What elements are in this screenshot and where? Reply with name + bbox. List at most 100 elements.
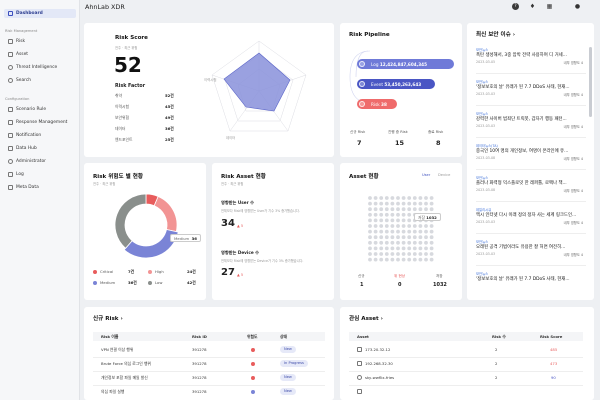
key-asset-card: 관심 Asset › Asset Risk 수 Risk Score 173.2… (340, 307, 594, 400)
asset-dot (373, 207, 378, 212)
asset-dot (429, 235, 434, 240)
news-scrollbar[interactable] (589, 47, 592, 117)
asset-dot (424, 196, 428, 200)
help-icon[interactable]: ? (512, 3, 519, 10)
security-news-title[interactable]: 최신 보안 이슈 › (476, 32, 516, 38)
affected-device-title: 영향받는 Device 수 (221, 250, 259, 255)
asset-tooltip: 저장 1032 (414, 213, 441, 221)
grid-icon[interactable]: ▦ (546, 3, 553, 10)
sidebar-item-scenario-rule[interactable]: Scenario Rule (4, 105, 76, 114)
affected-user-desc: 전체보다 Risk에 영향받는 User가 기수 3% 증가했습니다. (221, 209, 300, 213)
asset-dot (373, 196, 378, 200)
asset-dot (368, 229, 372, 234)
radar-label-bottom: 데이터 (226, 135, 235, 140)
donut-slice-low[interactable] (114, 193, 147, 249)
asset-dot (401, 252, 406, 256)
response-icon (8, 120, 13, 125)
asset-dot (390, 212, 395, 217)
pipeline-stat-closed-value: 8 (436, 139, 441, 147)
sidebar-item-threat-intelligence[interactable]: Threat Intelligence (4, 63, 76, 72)
sidebar-item-log[interactable]: Log (4, 170, 76, 179)
asset-dot (401, 201, 406, 206)
news-item[interactable]: 보안뉴스 '정보보호의 날' 유래가 된 7.7 DDoS 사태, 현재... (476, 272, 570, 282)
asset-dot (396, 212, 400, 217)
risk-radar-chart: 이력시험 데이터 (204, 40, 307, 140)
pipeline-risk-pill[interactable]: Risk 38 (357, 99, 397, 109)
event-icon (359, 81, 365, 87)
medium-dot (93, 281, 97, 285)
asset-dot (368, 240, 372, 245)
sidebar-item-search[interactable]: Search (4, 76, 76, 85)
asset-dot (401, 229, 406, 234)
severity-dot (251, 362, 255, 366)
monitor-icon (357, 361, 362, 366)
column-header: Risk ID (192, 334, 207, 339)
pipeline-event-pill[interactable]: Event 53,450,263,643 (357, 79, 435, 89)
donut-slice-medium[interactable] (123, 229, 179, 259)
sidebar-item-meta-data[interactable]: Meta Data (4, 183, 76, 192)
app-title: AhnLab XDR (85, 3, 125, 11)
user-icon[interactable]: ● (574, 3, 581, 10)
divider (93, 385, 325, 386)
status-badge: In Progress (280, 360, 308, 367)
asset-dot (412, 207, 417, 212)
asset-dot (384, 224, 389, 228)
user-icon (8, 159, 13, 164)
tab-device[interactable]: Device (438, 173, 451, 177)
new-risk-title[interactable]: 신규 Risk › (93, 316, 123, 322)
news-item[interactable]: 보안뉴스 '정보보호의 날' 유래가 된 7.7 DDoS 사태, 현재... 20… (476, 79, 586, 106)
tab-user[interactable]: User (422, 173, 431, 177)
news-item[interactable]: 보안뉴스 플러나 화력형 익스플로잇 한 레퍼톨, 로팩나 책... 2023-03… (476, 175, 586, 202)
asset-dot (429, 252, 434, 256)
datahub-icon (8, 146, 13, 151)
risk-asset-title: Risk Asset 현황 (221, 174, 266, 180)
asset-dot (418, 235, 423, 240)
asset-dot (384, 207, 389, 212)
sidebar-item-dashboard[interactable]: Dashboard (4, 9, 76, 18)
asset-dot (384, 201, 389, 206)
news-item[interactable]: 보안뉴스 강력한 사이버 범죄단 트릭봇, 갑자기 행동 패턴... 2023-03… (476, 111, 586, 138)
affected-user-delta: ▲ 5 (237, 224, 244, 228)
donut-tooltip: Medium 36 (170, 234, 201, 242)
globe-icon (8, 65, 13, 70)
asset-dot (368, 257, 372, 262)
sidebar-item-asset[interactable]: Asset (4, 50, 76, 59)
sidebar-item-response-management[interactable]: Response Management (4, 118, 76, 127)
sidebar-item-notification[interactable]: Notification (4, 131, 76, 140)
sidebar-item-risk[interactable]: Risk (4, 37, 76, 46)
asset-dot (379, 207, 384, 212)
risk-pipeline-title: Risk Pipeline (349, 32, 390, 38)
pipeline-log-pill[interactable]: Log 12,424,847,604,345 (357, 59, 454, 69)
news-item[interactable]: 데일리시큐 멕시 인터넷 다시 이래 정의 정자 사는 세계 링크드인... 202… (476, 207, 586, 234)
asset-dot (379, 257, 384, 262)
sidebar-item-administrator[interactable]: Administrator (4, 157, 76, 166)
asset-dot (418, 201, 423, 206)
asset-dot (396, 218, 400, 223)
donut-slice-high[interactable] (153, 195, 178, 233)
asset-dot (390, 240, 395, 245)
asset-dot (368, 201, 372, 206)
bell-icon[interactable]: ♦ (529, 3, 536, 10)
asset-dot (373, 246, 378, 251)
news-item[interactable]: 보안뉴스 오래된 공격 기법이라도 유용한 잘 허면 여전히... 2023-03-… (476, 239, 586, 266)
pipeline-stat-new-label: 신규 Risk (350, 130, 366, 134)
asset-dot (390, 196, 395, 200)
status-badge: New (280, 388, 296, 395)
asset-dot (429, 246, 434, 251)
asset-dot-grid (368, 196, 434, 262)
new-risk-card: 신규 Risk › Risk 이름 Risk ID 위험도 상태 VPN 연결 … (84, 307, 334, 400)
news-item[interactable]: 보안뉴스 폭탄 생성해서, 3중 암박 전략 사용하며 디 거세... 2023-0… (476, 47, 586, 74)
sidebar-section-configuration: Configuration (5, 97, 30, 101)
asset-dot (412, 257, 417, 262)
affected-user-value: 34 (221, 218, 235, 229)
asset-dot (418, 257, 423, 262)
sidebar-item-data-hub[interactable]: Data Hub (4, 144, 76, 153)
shield-icon (8, 39, 13, 44)
asset-dot (429, 224, 434, 228)
asset-dot (390, 218, 395, 223)
key-asset-title[interactable]: 관심 Asset › (349, 316, 383, 322)
news-item[interactable]: 데이터뉴스(TA) 중국인 10여 명의 개인정보, 여명이 온라인에 유... 2… (476, 143, 586, 170)
risk-asset-card: Risk Asset 현황 전주 · 최근 위험 영향받는 User 수 전체보… (212, 163, 334, 300)
asset-dot (390, 252, 395, 256)
search-icon (8, 78, 13, 83)
